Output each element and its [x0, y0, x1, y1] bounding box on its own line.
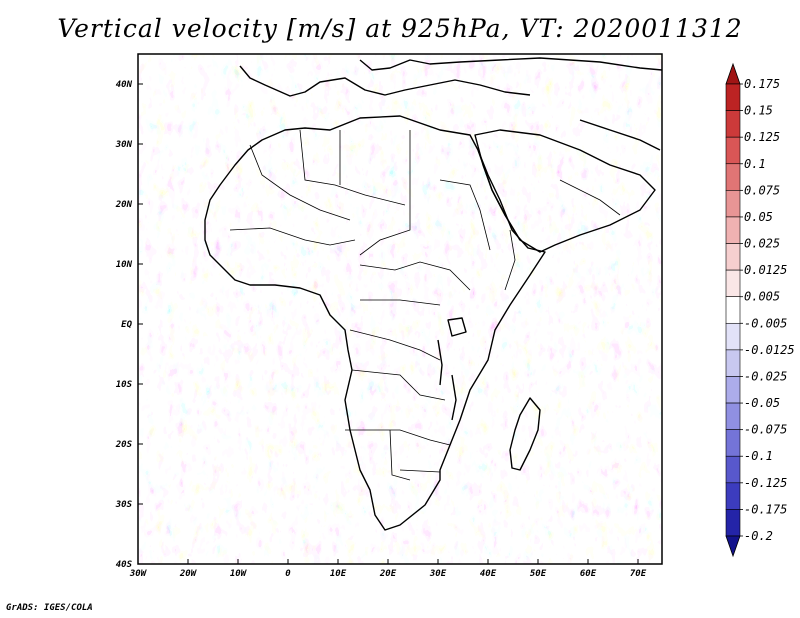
lon-tick-label: 0 [285, 569, 291, 579]
colorbar-bin [725, 136, 741, 165]
colorbar-label: -0.175 [744, 502, 787, 516]
colorbar-bin [725, 243, 741, 271]
colorbar-bin [725, 429, 741, 457]
colorbar-bin [725, 402, 741, 430]
longitude-axis: 30W 20W 10W 0 10E 20E 30E 40E 50E 60E 70E [129, 559, 647, 579]
lat-tick-label: 30S [115, 500, 133, 510]
colorbar-bin [725, 110, 741, 138]
colorbar-label: -0.025 [744, 369, 787, 383]
lat-tick-label: 10N [116, 260, 133, 270]
colorbar-bin [725, 269, 741, 298]
lon-tick-label: 10W [230, 569, 248, 579]
lon-tick-label: 60E [580, 569, 597, 579]
latitude-axis: 40N 30N 20N 10N EQ 10S 20S 30S 40S [115, 80, 143, 570]
lat-tick-label: 40S [116, 560, 133, 570]
colorbar-bin [725, 83, 741, 111]
colorbar-label: 0.075 [744, 183, 780, 197]
colorbar-bottom-arrow [725, 535, 741, 558]
colorbar-label: 0.025 [744, 237, 780, 251]
colorbar-bin [725, 190, 741, 218]
lon-tick-label: 20E [379, 569, 397, 579]
map-title: Vertical velocity [m/s] at 925hPa, VT: 2… [57, 14, 743, 43]
lon-tick-label: 10E [330, 569, 347, 579]
map-frame [137, 53, 663, 565]
colorbar-label: -0.0125 [744, 343, 795, 357]
lon-tick-label: 30W [129, 569, 148, 579]
colorbar-bin [725, 163, 741, 191]
colorbar-bin [725, 349, 741, 377]
colorbar-label: -0.125 [744, 476, 787, 490]
lon-tick-label: 40E [480, 569, 497, 579]
colorbar-bin [725, 509, 741, 537]
colorbar-label: 0.1 [744, 157, 766, 171]
colorbar-bin [725, 216, 741, 244]
lat-tick-label: 20S [115, 440, 133, 450]
colorbar-label: -0.1 [744, 449, 773, 463]
lat-tick-label: 30N [115, 140, 133, 150]
colorbar-label: 0.15 [744, 104, 773, 118]
colorbar-bin [725, 455, 741, 484]
colorbar-label: -0.005 [744, 316, 787, 330]
coastlines [204, 57, 662, 531]
lat-tick-label: 20N [115, 200, 133, 210]
colorbar: 0.175 0.15 0.125 0.1 0.075 0.05 0.025 0.0125 0.0… [725, 62, 795, 558]
colorbar-label: 0.125 [744, 130, 780, 144]
colorbar-label: 0.0125 [744, 263, 787, 277]
colorbar-label: -0.05 [744, 396, 780, 410]
lon-tick-label: 20W [179, 569, 198, 579]
colorbar-bin [725, 482, 741, 510]
country-borders [229, 129, 621, 481]
colorbar-label: 0.05 [744, 210, 773, 224]
colorbar-bin [725, 296, 741, 324]
colorbar-bin [725, 322, 741, 351]
colorbar-bin [725, 376, 741, 404]
lon-tick-label: 50E [530, 569, 547, 579]
lat-tick-label: EQ [121, 320, 132, 330]
colorbar-label: 0.175 [744, 77, 780, 91]
lat-tick-label: 40N [116, 80, 133, 90]
credit-label: GrADS: IGES/COLA [6, 603, 93, 613]
lat-tick-label: 10S [116, 380, 133, 390]
colorbar-label: -0.075 [744, 423, 787, 437]
colorbar-label: 0.005 [744, 290, 780, 304]
colorbar-label: -0.2 [744, 529, 773, 543]
velocity-field [138, 54, 662, 564]
lon-tick-label: 30E [429, 569, 447, 579]
lon-tick-label: 70E [630, 569, 647, 579]
colorbar-top-arrow [725, 62, 741, 85]
